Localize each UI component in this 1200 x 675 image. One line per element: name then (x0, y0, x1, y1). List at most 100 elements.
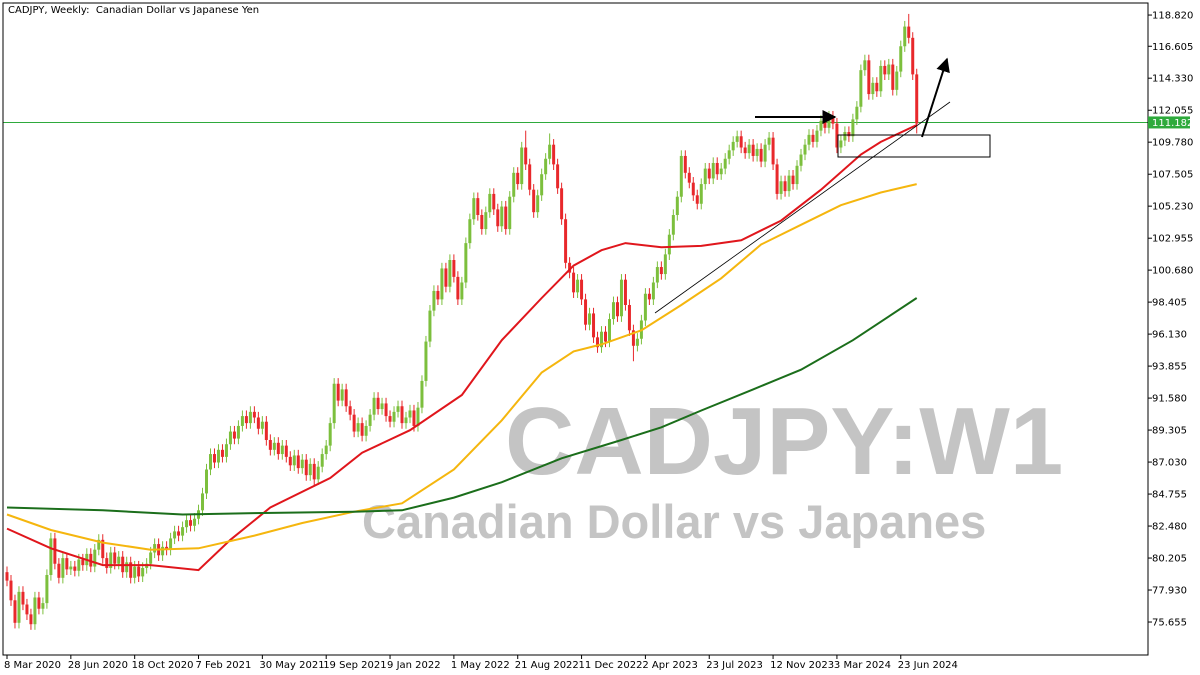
candle-body (276, 442, 280, 455)
candle-body (520, 147, 524, 185)
candle-body (169, 538, 173, 550)
candle-body (388, 416, 392, 422)
candle-body (500, 206, 504, 227)
candle-body (679, 155, 683, 197)
candle-body (643, 293, 647, 321)
candle-body (763, 144, 767, 162)
candle-body (903, 26, 907, 47)
candle-body (747, 144, 751, 154)
candle-body (655, 267, 659, 283)
candle-body (316, 466, 320, 480)
y-tick-label: 82.480 (1152, 522, 1187, 533)
candle-body (53, 538, 57, 564)
x-tick-label: 19 Sep 2021 (323, 660, 386, 671)
candle-body (911, 37, 915, 75)
candle-body (472, 198, 476, 220)
candle-body (185, 520, 189, 528)
trendline (654, 101, 951, 314)
candle-body (915, 74, 919, 124)
candle-body (9, 580, 13, 601)
candle-body (21, 591, 25, 605)
candle-body (256, 417, 260, 429)
x-tick-label: 7 Feb 2021 (196, 660, 252, 671)
candle-body (17, 591, 21, 623)
candle-body (193, 518, 197, 526)
watermark: CADJPY:W1 (505, 388, 1063, 495)
candle-body (216, 449, 220, 463)
candle-body (524, 147, 528, 165)
candle-body (683, 155, 687, 173)
candle-body (49, 538, 53, 575)
candle-body (232, 431, 236, 439)
candle-body (691, 182, 695, 196)
y-tick-label: 109.780 (1152, 138, 1193, 149)
candle-body (448, 260, 452, 287)
candle-body (703, 168, 707, 185)
candle-body (264, 421, 268, 440)
candle-body (300, 459, 304, 469)
candle-body (416, 407, 420, 426)
candle-body (328, 423, 332, 446)
candle-body (536, 195, 540, 213)
candle-body (611, 302, 615, 320)
candle-body (248, 411, 252, 424)
candle-body (432, 290, 436, 311)
x-tick-label: 11 Dec 2022 (579, 660, 643, 671)
candle-body (304, 459, 308, 476)
annotations (654, 57, 991, 314)
candle-body (867, 60, 871, 95)
candle-body (775, 164, 779, 194)
candle-body (651, 282, 655, 300)
y-tick-label: 93.855 (1152, 362, 1187, 373)
candle-body (208, 454, 212, 470)
candle-body (799, 154, 803, 166)
candle-body (735, 136, 739, 142)
candle-body (663, 254, 667, 275)
candle-body (576, 279, 580, 293)
candle-body (779, 181, 783, 194)
candle-body (675, 196, 679, 216)
candle-body (480, 215, 484, 230)
candle-body (783, 181, 787, 192)
x-tick-label: 8 Mar 2020 (4, 660, 61, 671)
candle-body (45, 574, 49, 604)
candle-body (727, 150, 731, 159)
candle-body (372, 397, 376, 415)
candle-body (504, 206, 508, 230)
candle-body (496, 209, 500, 227)
candle-body (843, 132, 847, 141)
candle-body (173, 531, 177, 539)
candle-body (101, 539, 105, 559)
candle-body (707, 168, 711, 179)
candle-body (452, 260, 456, 277)
x-tick-label: 3 Mar 2024 (834, 660, 891, 671)
support-zone (837, 134, 991, 158)
candle-body (723, 158, 727, 169)
candle-body (340, 389, 344, 401)
candle-body (456, 276, 460, 300)
candle-body (93, 549, 97, 567)
y-tick-label: 75.655 (1152, 618, 1187, 629)
candle-body (787, 175, 791, 192)
y-tick-label: 112.055 (1152, 106, 1193, 117)
y-tick-label: 105.230 (1152, 202, 1193, 213)
candle-body (795, 165, 799, 185)
x-tick-label: 18 Oct 2020 (132, 660, 194, 671)
candle-body (61, 558, 65, 578)
candle-body (623, 279, 627, 306)
candle-body (336, 383, 340, 401)
candle-body (631, 330, 635, 346)
y-tick-label: 114.330 (1152, 74, 1193, 85)
candle-body (671, 215, 675, 235)
candle-body (205, 469, 208, 494)
candle-body (125, 562, 129, 573)
candle-body (532, 189, 536, 213)
candle-body (871, 82, 875, 95)
x-tick-label: 28 Jun 2020 (68, 660, 128, 671)
candle-body (356, 423, 360, 432)
candle-body (807, 134, 811, 145)
candle-body (436, 290, 440, 300)
y-tick-label: 107.505 (1152, 170, 1193, 181)
candle-body (272, 442, 276, 450)
y-tick-label: 84.755 (1152, 490, 1187, 501)
